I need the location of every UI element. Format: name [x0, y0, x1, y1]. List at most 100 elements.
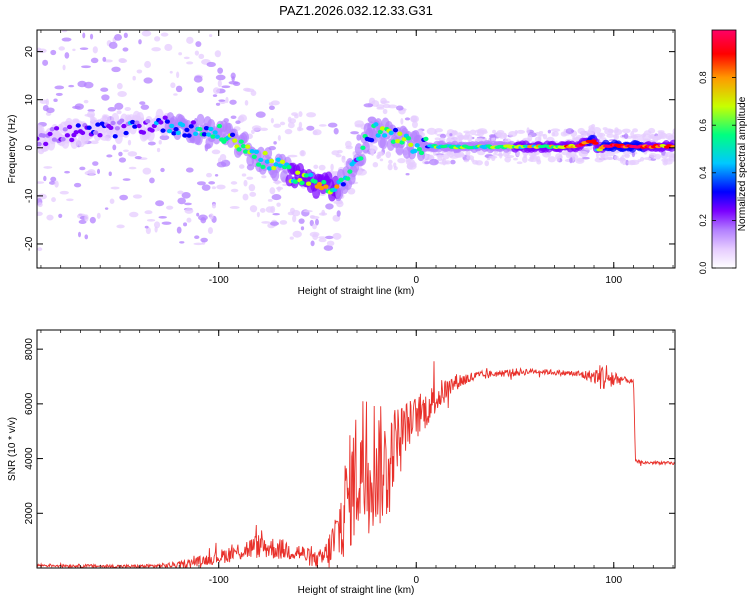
- spectrogram-noise-blob: [186, 36, 194, 44]
- spectrogram-noise-blob: [106, 154, 113, 158]
- spectrogram-noise-blob: [255, 111, 266, 118]
- colorbar-tick-label: 0.2: [698, 214, 708, 227]
- spectrogram-noise-blob: [209, 213, 214, 220]
- spectrogram-noise-blob: [625, 159, 629, 166]
- spectrogram-noise-blob: [81, 65, 91, 69]
- spectrogram-noise-blob: [211, 203, 217, 209]
- spectrogram-ridge-core: [260, 164, 266, 170]
- colorbar-tick-label: 0.0: [698, 262, 708, 275]
- spectrogram-y-axis-label: Frequency (Hz): [7, 115, 18, 184]
- spectrogram-noise-blob: [128, 166, 137, 170]
- spectrogram-noise-blob: [83, 81, 94, 89]
- spectrogram-ridge-core: [392, 127, 399, 133]
- spectrogram-noise-blob: [119, 58, 128, 64]
- spectrogram-noise-blob: [201, 184, 211, 191]
- spectrogram-ridge-core: [242, 149, 249, 154]
- spectrogram-noise-blob: [538, 131, 544, 135]
- spectrogram-ridge-halo: [205, 136, 214, 149]
- spectrogram-noise-blob: [331, 150, 340, 156]
- spectrogram-y-ticks: -20 -10 0 10 20: [24, 46, 675, 251]
- spectrogram-noise-blob: [442, 153, 450, 160]
- spectrogram-noise-blob: [289, 118, 297, 124]
- spectrogram-noise-blob: [51, 197, 56, 203]
- spectrogram-noise-blob: [61, 37, 72, 42]
- spectrogram-noise-blob: [424, 161, 430, 165]
- spectrogram-ridge-core: [164, 119, 170, 124]
- spectrogram-noise-blob: [206, 61, 216, 68]
- spectrogram-noise-blob: [323, 245, 334, 251]
- spectrogram-ridge-core: [347, 169, 353, 174]
- spectrogram-noise-blob: [576, 157, 584, 163]
- spectrogram-ridge-core: [308, 172, 314, 178]
- spectrogram-noise-blob: [428, 158, 439, 166]
- spectrogram-ridge-core: [197, 126, 203, 132]
- spectrogram-noise-blob: [136, 69, 143, 74]
- spectrogram-noise-blob: [195, 41, 202, 47]
- spectrogram-noise-blob: [109, 198, 115, 204]
- spectrogram-noise-blob: [632, 128, 639, 133]
- spectrogram-noise-blob: [550, 128, 561, 132]
- spectrogram-noise-blob: [614, 127, 619, 133]
- spectrogram-noise-blob: [617, 157, 627, 162]
- spectrogram-noise-blob: [141, 30, 152, 37]
- spectrogram-noise-blob: [583, 147, 593, 151]
- spectrogram-ridge-core: [390, 139, 396, 144]
- spectrogram-noise-blob: [309, 215, 316, 219]
- spectrogram-noise-blob: [270, 100, 280, 106]
- spectrogram-noise-blob: [73, 182, 82, 188]
- spectrogram-noise-blob: [179, 241, 185, 244]
- spectrogram-noise-blob: [64, 52, 70, 59]
- spectrogram-ridge-core: [214, 134, 220, 139]
- spectrogram-noise-blob: [400, 118, 404, 125]
- spectrogram-noise-blob: [578, 150, 589, 158]
- spectrogram-noise-blob: [651, 136, 662, 141]
- spectrogram-ridge-core: [49, 127, 55, 132]
- spectrogram-ridge-core: [121, 123, 127, 129]
- spectrogram-noise-blob: [216, 184, 226, 190]
- spectrogram-noise-blob: [471, 158, 475, 162]
- spectrogram-noise-blob: [149, 177, 155, 184]
- spectrogram-noise-blob: [260, 127, 269, 132]
- spectrogram-noise-blob: [497, 153, 504, 157]
- y-tick-label: -10: [24, 188, 35, 203]
- spectrogram-noise-blob: [341, 155, 346, 163]
- spectrogram-noise-blob: [144, 225, 149, 229]
- spectrogram-noise-blob: [536, 155, 541, 163]
- spectrogram-noise-blob: [123, 32, 128, 38]
- spectrogram-noise-blob: [261, 175, 267, 179]
- spectrogram-noise-blob: [289, 207, 296, 214]
- spectrogram-noise-blob: [333, 127, 339, 135]
- spectrogram-noise-blob: [298, 111, 303, 118]
- colorbar: 0.0 0.2 0.4 0.6 0.8 Normalized spectral ampl…: [698, 29, 748, 275]
- spectrogram-noise-blob: [122, 47, 129, 52]
- spectrogram-noise-blob: [160, 167, 165, 173]
- spectrogram-ridge-core: [169, 123, 175, 129]
- spectrogram-ridge-core: [179, 122, 186, 128]
- spectrogram-noise-blob: [134, 155, 142, 160]
- spectrogram-noise-blob: [116, 110, 122, 115]
- spectrogram-ridge-core: [208, 126, 214, 132]
- spectrogram-ridge-core: [277, 163, 283, 168]
- spectrogram-noise-blob: [268, 105, 275, 110]
- spectrogram-noise-blob: [229, 206, 240, 209]
- spectrogram-noise-blob: [379, 158, 384, 162]
- spectrogram-noise-blob: [200, 217, 207, 224]
- spectrogram-noise-blob: [451, 130, 459, 135]
- spectrogram-ridge-core: [345, 176, 351, 181]
- spectrogram-ridge-core: [253, 149, 260, 154]
- spectrogram-ridge-core: [256, 162, 262, 167]
- spectrogram-noise-blob: [111, 66, 121, 73]
- spectrogram-noise-blob: [214, 50, 222, 58]
- spectrogram-noise-blob: [333, 200, 343, 205]
- spectrogram-noise-blob: [284, 128, 293, 135]
- spectrogram-noise-blob: [53, 98, 58, 103]
- spectrogram-noise-blob: [186, 61, 194, 65]
- spectrogram-ridge-core: [190, 120, 197, 125]
- spectrogram-noise-blob: [292, 215, 297, 223]
- spectrogram-noise-blob: [272, 212, 281, 216]
- spectrogram-ridge-core: [405, 136, 412, 141]
- spectrogram-ridge-core: [262, 150, 268, 156]
- spectrogram-ridge-core: [321, 179, 327, 185]
